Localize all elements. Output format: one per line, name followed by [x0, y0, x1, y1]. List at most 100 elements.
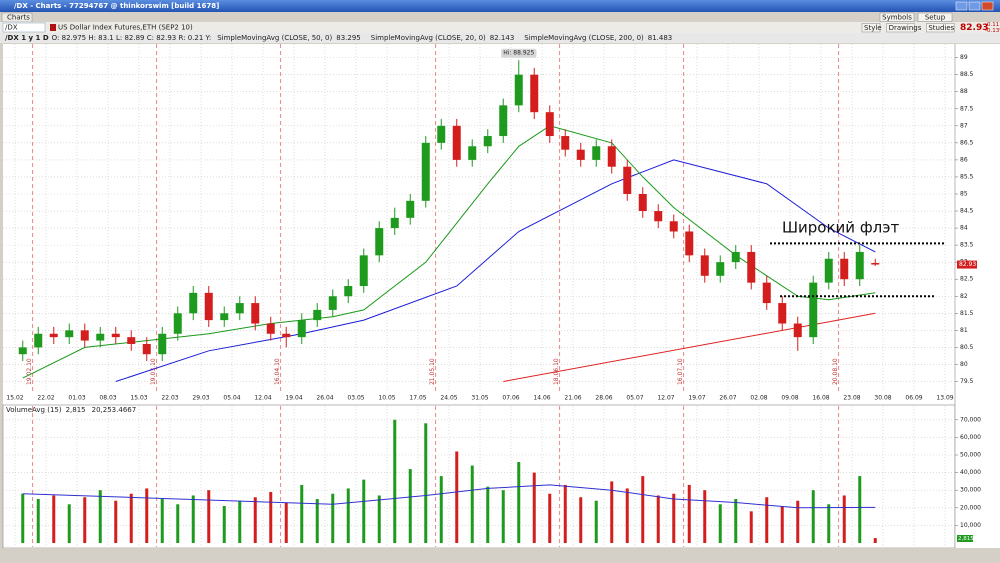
y-tick-label: 70,000 — [960, 416, 981, 423]
x-tick-label: 03.05 — [347, 395, 364, 402]
candle-body — [592, 146, 601, 160]
x-tick-label: 24.05 — [440, 395, 457, 402]
y-tick-label: 81 — [960, 327, 968, 334]
y-tick-label: 10,000 — [960, 522, 981, 529]
candle-body — [716, 262, 725, 276]
close-button[interactable] — [981, 1, 994, 11]
volume-bar — [238, 500, 242, 543]
x-tick-label: 15.03 — [130, 395, 147, 402]
volume-bar — [563, 484, 567, 543]
x-tick-label: 01.03 — [68, 395, 85, 402]
x-tick-label: 22.03 — [161, 395, 178, 402]
volume-bar — [284, 502, 288, 543]
x-tick-label: 02.08 — [750, 395, 767, 402]
candle-body — [49, 333, 58, 338]
volume-bar — [780, 506, 784, 543]
x-tick-label: 10.05 — [378, 395, 395, 402]
tool-button[interactable] — [861, 23, 881, 33]
y-tick-label: 79.5 — [960, 378, 974, 385]
volume-bar — [114, 500, 118, 543]
y-tick-label: 82.5 — [960, 276, 974, 283]
tab-label: Charts — [7, 14, 30, 22]
candle-body — [545, 112, 554, 137]
candle-body — [809, 282, 818, 338]
candle-body — [158, 333, 167, 355]
y-tick-label: 80 — [960, 361, 968, 368]
title-bar — [0, 0, 1000, 12]
maximize-button[interactable] — [968, 1, 981, 11]
y-tick-label: 40,000 — [960, 469, 981, 476]
symbol-input[interactable] — [2, 22, 46, 33]
x-tick-label: 13.09 — [936, 395, 953, 402]
volume-bar — [98, 490, 102, 543]
volume-bar — [67, 504, 71, 543]
candle-body — [96, 333, 105, 341]
minimize-button[interactable] — [955, 1, 968, 11]
candle-body — [421, 142, 430, 201]
volume-avg-label: 20,253.4667 — [92, 406, 137, 414]
candle-body — [297, 320, 306, 338]
volume-bar — [269, 491, 273, 543]
volume-bar — [21, 493, 25, 543]
tool-button[interactable] — [886, 23, 915, 33]
ma-legend-value: 83.295 — [336, 34, 361, 42]
toolbar-button[interactable] — [879, 12, 915, 22]
volume-bar — [52, 495, 56, 543]
candle-body — [576, 149, 585, 160]
volume-bar — [765, 497, 769, 543]
x-tick-label: 07.06 — [502, 395, 519, 402]
candle-body — [778, 303, 787, 324]
symbol-bar — [0, 22, 1000, 33]
candle-body — [871, 263, 880, 265]
toolbar-button[interactable] — [917, 12, 953, 22]
candle-body — [266, 323, 275, 334]
y-tick-label: 86 — [960, 156, 968, 163]
candle-body — [235, 303, 244, 314]
last-price-tag — [957, 260, 977, 269]
y-tick-label: 84.5 — [960, 208, 974, 215]
volume-bar — [331, 493, 335, 543]
expiration-label: 19.03.10 — [150, 358, 157, 385]
volume-bar — [842, 495, 846, 543]
moving-average — [22, 125, 876, 379]
volume-bar — [377, 495, 381, 543]
volume-bar — [300, 484, 304, 543]
y-tick-label: 88 — [960, 88, 968, 95]
ma-legend: SimpleMovingAvg (CLOSE, 20, 0) — [371, 34, 486, 42]
x-tick-label: 30.08 — [874, 395, 891, 402]
volume-bar — [610, 481, 614, 543]
candle-body — [173, 313, 182, 334]
x-tick-label: 28.06 — [595, 395, 612, 402]
candle-body — [142, 343, 151, 355]
status-bar — [0, 548, 1000, 563]
volume-bar — [532, 472, 536, 543]
tool-button[interactable] — [926, 23, 955, 33]
candle-body — [514, 74, 523, 106]
ma-legend: SimpleMovingAvg (CLOSE, 200, 0) — [524, 34, 644, 42]
volume-bar — [222, 506, 226, 543]
candle-body — [468, 146, 477, 160]
study-bar — [0, 33, 1000, 43]
x-tick-label: 06.09 — [905, 395, 922, 402]
candle-body — [700, 255, 709, 276]
candle-body — [840, 258, 849, 280]
volume-bar — [548, 493, 552, 543]
x-tick-label: 19.04 — [285, 395, 302, 402]
volume-bar — [486, 486, 490, 543]
volume-bar — [424, 423, 428, 543]
candle-body — [220, 313, 229, 321]
candle-body — [313, 309, 322, 321]
ohlc: O: 82.975 H: 83.1 L: 82.89 C: 82.93 R: 0… — [52, 34, 212, 42]
volume-bar — [734, 499, 738, 543]
candle-body — [390, 217, 399, 229]
candle-body — [483, 136, 492, 147]
candle-body — [189, 292, 198, 314]
candle-body — [204, 292, 213, 321]
candle-body — [762, 282, 771, 304]
last-price: 82.93 — [960, 23, 988, 33]
period: /DX 1 y 1 D — [5, 34, 49, 42]
volume-bar — [672, 493, 676, 543]
toolbar-button-label: Symbols — [882, 14, 912, 22]
x-tick-label: 16.08 — [812, 395, 829, 402]
